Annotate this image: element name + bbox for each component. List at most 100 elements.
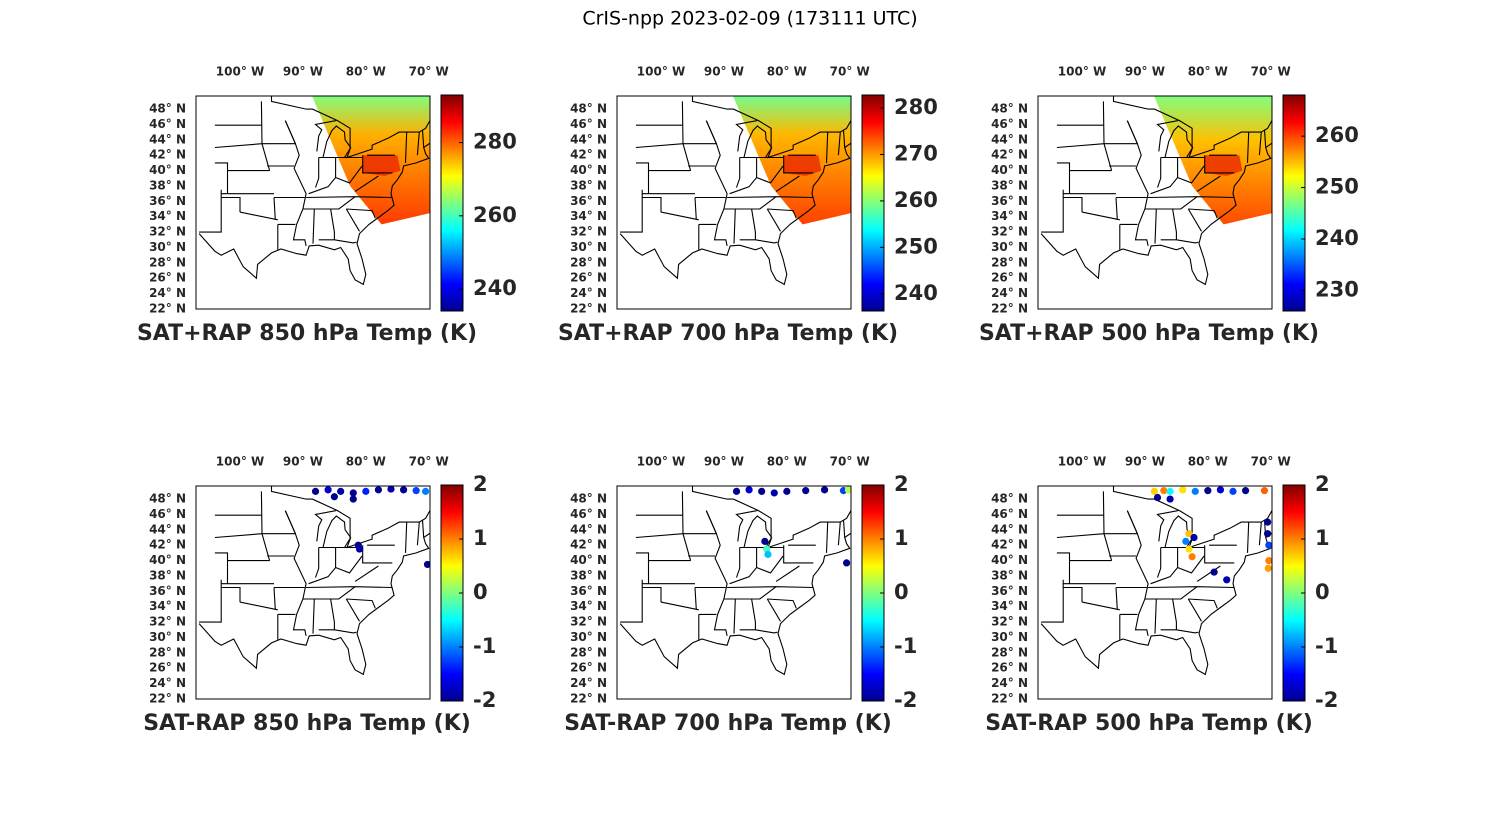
map-frame bbox=[195, 485, 431, 700]
state-border bbox=[284, 120, 307, 247]
data-point bbox=[1166, 495, 1174, 503]
lon-label: 100° W bbox=[1058, 65, 1106, 79]
colorbar-label: 2 bbox=[894, 472, 909, 496]
lat-label: 40° N bbox=[570, 553, 607, 567]
lon-label: 100° W bbox=[637, 455, 685, 469]
lat-label: 36° N bbox=[991, 584, 1028, 598]
lat-label: 42° N bbox=[149, 538, 186, 552]
lat-label: 42° N bbox=[991, 538, 1028, 552]
lat-label: 28° N bbox=[570, 255, 607, 269]
lon-label: 90° W bbox=[704, 65, 744, 79]
state-border bbox=[775, 175, 800, 192]
lat-label: 40° N bbox=[149, 553, 186, 567]
state-border bbox=[1258, 132, 1262, 156]
lat-label: 44° N bbox=[149, 522, 186, 536]
state-border bbox=[705, 510, 728, 637]
state-border bbox=[199, 579, 222, 623]
state-border bbox=[1156, 547, 1162, 578]
lat-label: 44° N bbox=[570, 132, 607, 146]
lat-label: 24° N bbox=[991, 676, 1028, 690]
data-point bbox=[1241, 487, 1250, 495]
data-point bbox=[337, 487, 345, 495]
state-border bbox=[345, 208, 360, 232]
lat-label: 32° N bbox=[149, 615, 186, 629]
panel-title: SAT-RAP 850 hPa Temp (K) bbox=[143, 711, 471, 736]
state-border bbox=[642, 196, 662, 213]
colorbar-label: 250 bbox=[894, 234, 938, 258]
state-border bbox=[743, 515, 773, 548]
lat-label: 42° N bbox=[149, 148, 186, 162]
data-point bbox=[412, 487, 420, 495]
lat-label: 26° N bbox=[991, 271, 1028, 285]
colorbar-label: 2 bbox=[473, 472, 488, 496]
lon-label: 80° W bbox=[767, 65, 807, 79]
lat-label: 40° N bbox=[149, 163, 186, 177]
state-border bbox=[837, 522, 841, 546]
data-point bbox=[761, 537, 769, 545]
colorbar bbox=[861, 94, 885, 312]
lat-label: 40° N bbox=[570, 163, 607, 177]
map-area bbox=[196, 486, 430, 699]
data-point bbox=[1210, 568, 1218, 576]
map-panel: 100° W 90° W 80° W 70° W 48° N46° N44° N 42° … bbox=[137, 65, 517, 347]
data-point bbox=[763, 545, 771, 553]
state-border bbox=[694, 587, 697, 610]
panel-title: SAT+RAP 700 hPa Temp (K) bbox=[558, 321, 898, 346]
state-border bbox=[322, 515, 352, 548]
state-border bbox=[775, 565, 800, 582]
state-border bbox=[198, 142, 430, 286]
lat-label: 38° N bbox=[570, 178, 607, 192]
data-point bbox=[1260, 487, 1269, 495]
state-border bbox=[314, 157, 320, 188]
state-border bbox=[1188, 598, 1218, 609]
data-point bbox=[1182, 537, 1190, 545]
state-border bbox=[735, 547, 741, 578]
state-border bbox=[354, 175, 379, 192]
state-border bbox=[1196, 175, 1221, 192]
data-point bbox=[362, 487, 370, 495]
state-border bbox=[842, 519, 846, 538]
state-border bbox=[705, 120, 728, 247]
state-border bbox=[1115, 197, 1118, 220]
state-border bbox=[318, 239, 357, 244]
lat-label: 24° N bbox=[570, 676, 607, 690]
state-border bbox=[302, 196, 356, 210]
state-border bbox=[314, 120, 337, 152]
state-border bbox=[362, 155, 393, 174]
colorbar-label: 1 bbox=[894, 526, 909, 550]
lat-label: 26° N bbox=[991, 661, 1028, 675]
state-border bbox=[1172, 598, 1177, 630]
data-point bbox=[745, 486, 753, 494]
lon-label: 70° W bbox=[830, 455, 870, 469]
colorbar-label: 280 bbox=[473, 130, 517, 154]
lon-label: 80° W bbox=[346, 65, 386, 79]
state-border bbox=[1126, 120, 1149, 247]
state-border bbox=[404, 132, 408, 163]
lon-label: 100° W bbox=[637, 65, 685, 79]
colorbar-label: 250 bbox=[1315, 175, 1359, 199]
lat-label: 36° N bbox=[570, 584, 607, 598]
state-border bbox=[1187, 598, 1202, 622]
data-point bbox=[1166, 487, 1174, 495]
state-border bbox=[1164, 125, 1194, 158]
data-swath-warm bbox=[362, 155, 401, 176]
state-border bbox=[842, 129, 846, 148]
lat-label: 28° N bbox=[991, 255, 1028, 269]
data-point bbox=[355, 545, 364, 553]
lat-label: 24° N bbox=[570, 286, 607, 300]
map-content bbox=[198, 486, 430, 676]
data-point bbox=[1265, 541, 1272, 549]
lon-label: 70° W bbox=[1251, 65, 1291, 79]
data-point bbox=[1263, 530, 1272, 538]
state-border bbox=[723, 586, 777, 600]
lon-label: 100° W bbox=[1058, 455, 1106, 469]
state-border bbox=[660, 601, 699, 611]
map-frame bbox=[616, 95, 852, 310]
colorbar-label: -2 bbox=[1315, 688, 1338, 712]
colorbar-label: 240 bbox=[1315, 226, 1359, 250]
lat-label: 24° N bbox=[149, 676, 186, 690]
map-panel: 100° W 90° W 80° W 70° W 48° N46° N44° N 42° … bbox=[985, 455, 1338, 737]
state-border bbox=[260, 491, 263, 534]
panel-title: SAT-RAP 700 hPa Temp (K) bbox=[564, 711, 892, 736]
